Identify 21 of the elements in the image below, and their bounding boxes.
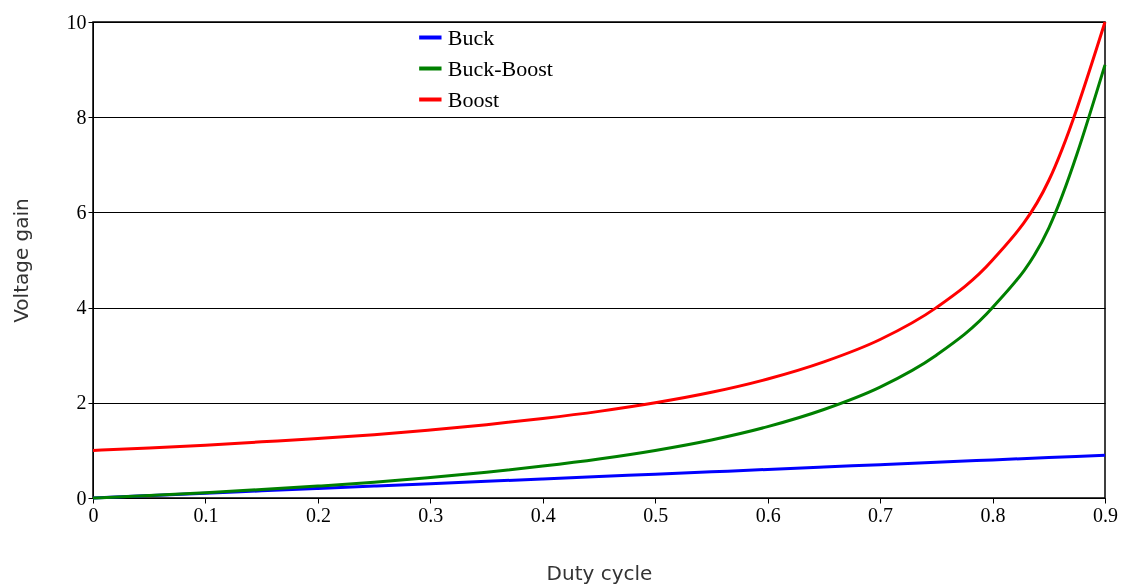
y-tick-label: 10 xyxy=(66,10,87,33)
y-tick-label: 0 xyxy=(76,486,87,509)
x-tick-label: 0.6 xyxy=(755,503,781,526)
x-tick-label: 0.3 xyxy=(418,503,444,526)
legend-label: Buck-Boost xyxy=(447,55,553,81)
y-tick-label: 2 xyxy=(76,391,87,414)
x-tick-label: 0.5 xyxy=(643,503,669,526)
y-tick-label: 4 xyxy=(76,296,87,319)
x-tick-label: 0.8 xyxy=(980,503,1006,526)
legend-label: Buck xyxy=(447,24,495,50)
x-tick-label: 0.1 xyxy=(193,503,219,526)
x-axis-title: Duty cycle xyxy=(546,560,653,585)
x-tick-label: 0.9 xyxy=(1093,503,1118,526)
y-tick-label: 8 xyxy=(76,105,87,128)
x-tick-label: 0.7 xyxy=(868,503,894,526)
x-tick-label: 0.4 xyxy=(530,503,556,526)
y-axis-title: Voltage gain xyxy=(8,198,33,323)
x-tick-label: 0.2 xyxy=(305,503,331,526)
y-tick-label: 6 xyxy=(76,200,87,223)
legend-label: Boost xyxy=(447,86,500,112)
line-series xyxy=(91,63,1107,500)
